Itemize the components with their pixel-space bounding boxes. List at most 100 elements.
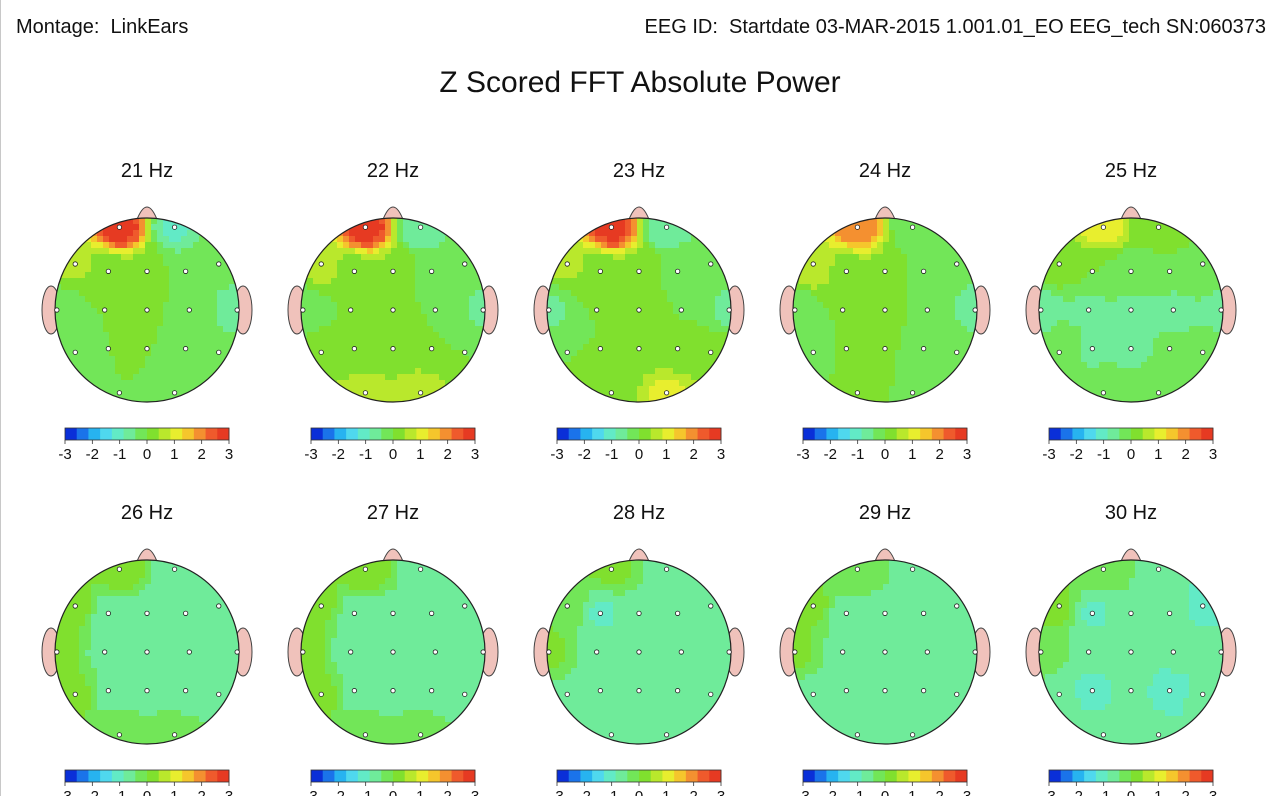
colorbar-tick-label: 2	[935, 446, 943, 463]
electrode-c3	[1086, 649, 1092, 655]
colorbar-tick-label: -1	[605, 788, 618, 796]
electrode-f4	[921, 268, 927, 274]
colorbar-tick-label: 2	[443, 446, 451, 463]
electrode-fp2	[663, 566, 670, 572]
colorbar-tick-label: -1	[359, 446, 372, 463]
electrode-p3	[597, 688, 603, 694]
electrode-o1	[116, 390, 123, 396]
electrode-fz	[882, 268, 888, 274]
electrode-t3	[54, 649, 60, 655]
colorbar-tick-label: 0	[881, 788, 889, 796]
electrode-fp1	[854, 566, 861, 572]
electrode-p3	[843, 688, 849, 694]
electrode-t6	[216, 691, 222, 697]
electrode-t5	[318, 349, 324, 355]
electrode-fz	[1128, 610, 1134, 616]
electrode-t4	[234, 307, 240, 313]
colorbar-tick-label: -3	[58, 446, 71, 463]
electrode-t5	[564, 691, 570, 697]
electrode-f7	[1056, 603, 1062, 609]
electrode-c3	[348, 307, 354, 313]
electrode-fp2	[417, 224, 424, 230]
electrode-f4	[1167, 610, 1173, 616]
colorbar-tick-label: 0	[143, 788, 151, 796]
colorbar-tick-label: 1	[170, 446, 178, 463]
electrode-t4	[480, 649, 486, 655]
colorbar-tick-label: -3	[1042, 788, 1055, 796]
electrode-fp2	[1156, 224, 1162, 230]
electrode-o1	[854, 390, 861, 396]
electrode-f4	[675, 610, 681, 616]
map-frequency-label: 28 Hz	[613, 502, 665, 524]
colorbar-tick-label: -2	[332, 788, 345, 796]
electrode-c4	[432, 307, 438, 313]
electrode-fz	[636, 610, 642, 616]
electrode-f3	[105, 610, 111, 616]
electrode-fz	[390, 610, 396, 616]
map-frequency-label: 27 Hz	[367, 502, 419, 524]
electrode-p4	[675, 346, 681, 352]
colorbar-tick-label: 1	[170, 788, 178, 796]
electrode-c3	[102, 307, 108, 313]
electrode-f7	[810, 603, 816, 609]
electrode-pz	[144, 346, 150, 352]
electrode-p4	[921, 688, 927, 694]
electrode-o1	[1100, 732, 1107, 738]
colorbar-tick-label: 3	[1209, 446, 1217, 463]
electrode-p4	[183, 346, 189, 352]
electrode-t5	[1056, 349, 1062, 355]
colorbar-tick-label: 0	[389, 788, 397, 796]
electrode-t4	[972, 649, 978, 655]
electrode-fp2	[1156, 566, 1162, 572]
electrode-pz	[882, 688, 888, 694]
electrode-fp2	[417, 566, 424, 572]
colorbar-tick-label: -1	[1097, 788, 1110, 796]
electrode-pz	[144, 688, 150, 694]
colorbar-tick-label: -2	[578, 446, 591, 463]
colorbar-tick-label: 3	[471, 788, 479, 796]
electrode-p4	[1167, 346, 1173, 352]
scalp-heatmap	[547, 218, 731, 402]
electrode-c3	[102, 649, 108, 655]
electrode-c3	[840, 307, 846, 313]
electrode-c3	[594, 649, 600, 655]
electrode-f4	[1167, 268, 1173, 274]
colorbar-tick-label: 0	[1127, 788, 1135, 796]
electrode-c4	[678, 649, 684, 655]
electrode-p4	[429, 346, 435, 352]
electrode-t6	[708, 349, 714, 355]
electrode-pz	[882, 346, 888, 352]
topomap-24hz: 24 Hz -3 -2 -1 0 1 2 3	[779, 160, 991, 463]
electrode-t4	[1218, 649, 1224, 655]
electrode-c4	[678, 307, 684, 313]
colorbar-tick-label: -2	[1070, 446, 1083, 463]
topomap-22hz: 22 Hz -3 -2 -1 0 1 2 3	[287, 160, 499, 463]
colorbar-tick-label: -1	[851, 446, 864, 463]
colorbar-tick-label: 2	[689, 788, 697, 796]
electrode-o1	[362, 732, 368, 738]
electrode-f4	[183, 268, 189, 274]
colorbar-tick-label: 3	[717, 788, 725, 796]
electrode-fp1	[116, 566, 123, 572]
electrode-f7	[318, 603, 324, 609]
electrode-p3	[351, 346, 357, 352]
electrode-c3	[348, 649, 354, 655]
electrode-p3	[1089, 688, 1095, 694]
colorbar-tick-label: 2	[935, 788, 943, 796]
map-frequency-label: 25 Hz	[1105, 160, 1157, 182]
colorbar-tick-label: -1	[359, 788, 372, 796]
electrode-t3	[546, 307, 552, 313]
topomap-28hz: 28 Hz -3 -2 -1 0 1 2 3	[533, 502, 745, 796]
colorbar-tick-label: -1	[605, 446, 618, 463]
electrode-c4	[924, 649, 930, 655]
electrode-f3	[597, 610, 603, 616]
electrode-p4	[921, 346, 927, 352]
colorbar-tick-label: 2	[443, 788, 451, 796]
electrode-f8	[708, 603, 714, 609]
electrode-f4	[429, 610, 435, 616]
colorbar: -3 -2 -1 0 1 2 3	[1042, 769, 1217, 796]
electrode-cz	[636, 307, 642, 313]
electrode-fp2	[663, 224, 670, 230]
electrode-o2	[172, 732, 178, 738]
